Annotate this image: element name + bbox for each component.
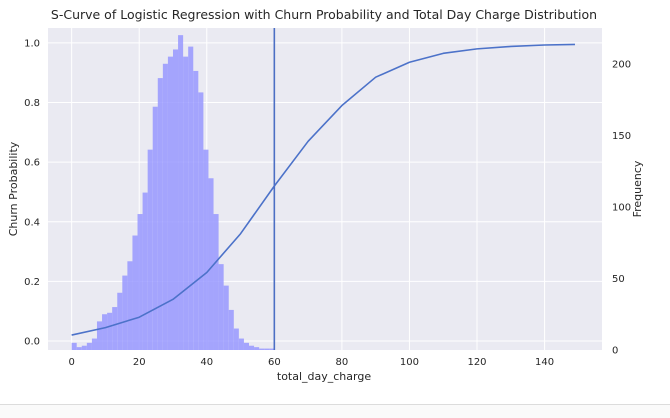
x-tick-label: 140 <box>535 357 554 368</box>
histogram-bar <box>228 309 234 350</box>
x-axis-label: total_day_charge <box>277 370 371 383</box>
histogram-bar <box>178 35 184 351</box>
histogram-bar <box>147 149 153 350</box>
histogram-bar <box>198 92 204 351</box>
y2-tick-labels: 0 50 100 150 200 <box>612 59 631 356</box>
y2-tick-label: 200 <box>612 59 631 70</box>
histogram-bar <box>248 345 255 350</box>
histogram-bar <box>142 192 148 350</box>
histogram-bar <box>243 342 249 350</box>
histogram-bar <box>254 347 260 350</box>
histogram-bar <box>157 78 163 350</box>
histogram-bar <box>167 56 173 350</box>
histogram-bar <box>71 342 77 350</box>
histogram-bar <box>117 292 123 350</box>
x-tick-label: 80 <box>336 357 349 368</box>
x-tick-label: 0 <box>68 357 74 368</box>
histogram-bar <box>264 348 270 350</box>
y2-axis-label: Frequency <box>631 160 644 217</box>
y-tick-label: 0.0 <box>24 337 40 348</box>
histogram-bar <box>122 275 128 350</box>
histogram-bar <box>76 347 82 350</box>
y-tick-label: 0.4 <box>24 217 40 228</box>
x-tick-label: 120 <box>467 357 486 368</box>
output-area-edge <box>0 404 670 418</box>
y-tick-label: 0.2 <box>24 277 40 288</box>
histogram-bar <box>137 214 143 350</box>
s-curve-line <box>71 43 575 336</box>
histogram-bar <box>96 321 103 350</box>
s-curve-layer <box>71 43 575 336</box>
y2-tick-label: 50 <box>612 274 625 285</box>
y-tick-label: 0.8 <box>24 98 40 109</box>
x-tick-label: 20 <box>133 357 146 368</box>
chart-title: S-Curve of Logistic Regression with Chur… <box>51 7 597 22</box>
histogram-bar <box>188 46 194 351</box>
y-tick-label: 0.6 <box>24 158 40 169</box>
histogram-bar <box>208 178 214 350</box>
x-tick-label: 60 <box>268 357 281 368</box>
histogram-bar <box>102 314 108 350</box>
histogram-bar <box>223 285 229 350</box>
x-tick-label: 40 <box>200 357 213 368</box>
histogram-bar <box>203 149 209 350</box>
histogram-bar <box>86 342 92 350</box>
histogram-bars <box>71 35 275 351</box>
histogram-bar <box>238 338 244 350</box>
y-tick-labels: 0.0 0.2 0.4 0.6 0.8 1.0 <box>24 38 40 347</box>
y2-tick-label: 150 <box>612 131 631 142</box>
histogram-bar <box>193 70 199 350</box>
histogram-bar <box>218 264 224 350</box>
x-tick-label: 100 <box>400 357 419 368</box>
histogram-bar <box>259 348 265 350</box>
histogram-bar <box>172 49 179 350</box>
y2-tick-label: 100 <box>612 202 631 213</box>
histogram-bar <box>213 214 219 350</box>
y-axis-label: Churn Probability <box>7 141 20 236</box>
histogram-bar <box>162 63 168 351</box>
histogram-bar <box>91 338 97 350</box>
x-tick-labels: 0 20 40 60 80 100 120 140 <box>68 357 554 368</box>
histogram-bar <box>233 328 239 350</box>
y2-tick-label: 0 <box>612 346 618 357</box>
histogram-bar <box>183 56 189 350</box>
histogram-bar <box>152 106 158 350</box>
y-tick-label: 1.0 <box>24 38 40 49</box>
histogram-bar <box>132 235 138 350</box>
histogram-bar <box>81 345 87 350</box>
histogram-bar <box>112 307 118 350</box>
histogram-bar <box>127 261 133 350</box>
histogram-bar <box>269 348 275 350</box>
histogram-bar <box>107 312 113 350</box>
